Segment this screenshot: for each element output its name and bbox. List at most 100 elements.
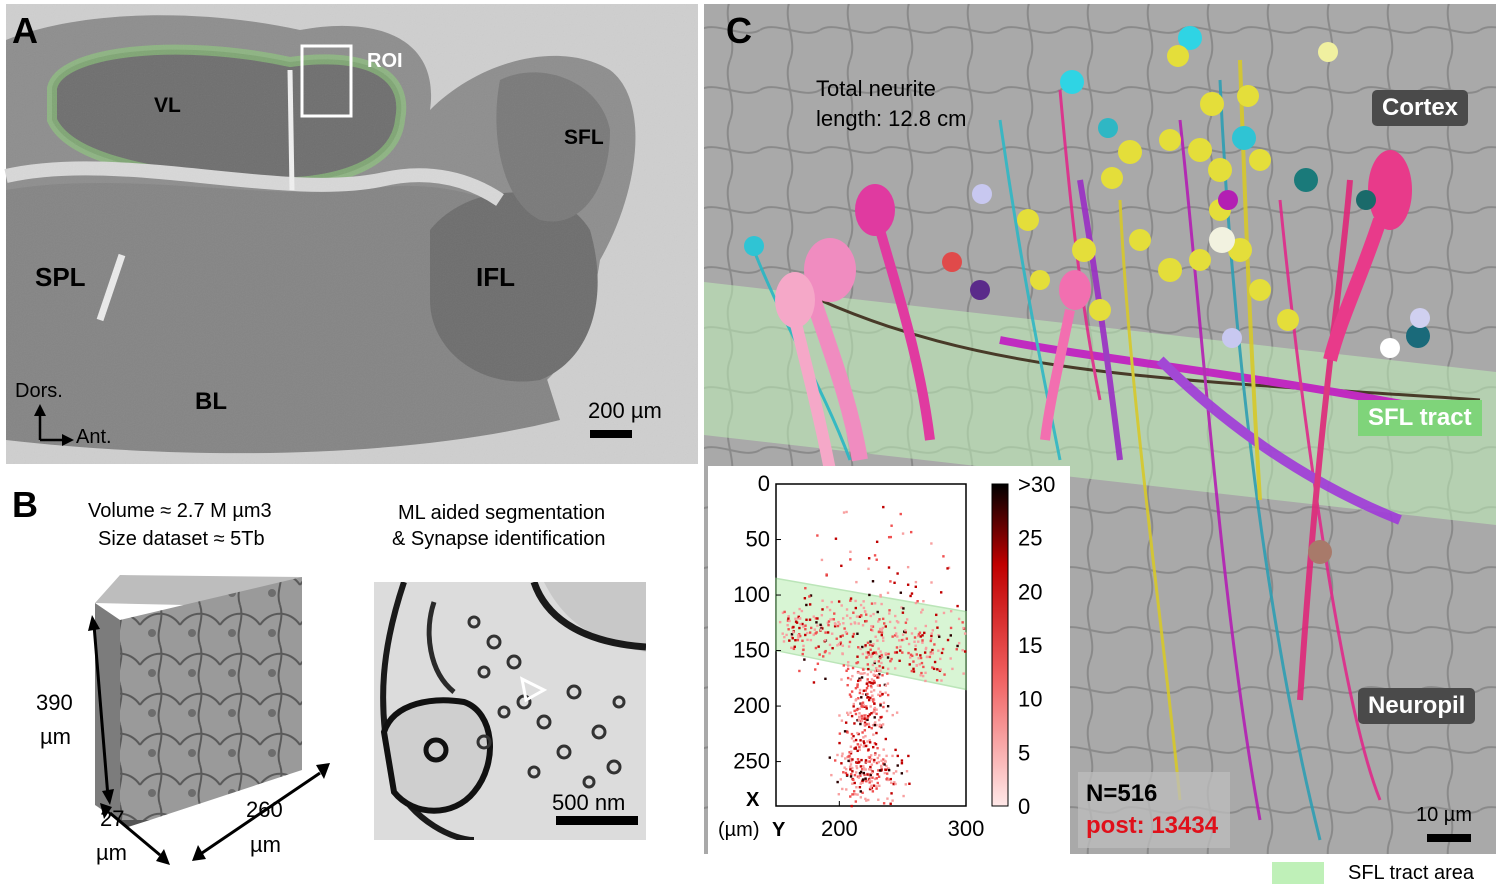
density-point [833, 612, 836, 615]
density-point [852, 611, 855, 614]
density-point [870, 625, 873, 628]
density-point [914, 580, 918, 584]
density-point [961, 621, 964, 624]
density-point [846, 667, 850, 671]
density-point [820, 558, 824, 562]
density-point [889, 535, 893, 539]
density-point [892, 782, 895, 786]
density-point [879, 593, 882, 597]
density-point [791, 637, 794, 640]
density-point [819, 628, 823, 631]
density-point [904, 783, 907, 786]
density-point [836, 624, 840, 628]
density-point [859, 765, 863, 768]
density-point [814, 617, 818, 620]
density-point [828, 652, 831, 655]
density-point [919, 654, 922, 657]
region-sfl: SFL [564, 126, 604, 149]
density-point [893, 651, 897, 654]
density-point [850, 750, 853, 753]
density-point [895, 711, 899, 714]
density-point [860, 781, 863, 784]
density-point [873, 708, 876, 711]
density-point [838, 741, 841, 745]
density-point [854, 793, 857, 796]
density-point [849, 695, 853, 698]
density-point [861, 731, 864, 734]
density-point [874, 635, 877, 638]
density-point [886, 672, 889, 675]
density-point [862, 668, 865, 671]
density-point [866, 684, 870, 688]
scale-bar-a [590, 430, 632, 438]
density-point [946, 638, 950, 642]
density-point [792, 647, 796, 651]
density-point [955, 648, 958, 651]
density-point [839, 778, 842, 781]
colorbar-tick-label: 15 [1018, 633, 1042, 658]
density-point [870, 771, 874, 775]
density-point [843, 730, 847, 733]
density-point [845, 773, 849, 777]
density-point [873, 681, 876, 684]
density-point [875, 787, 878, 790]
density-point [930, 542, 933, 545]
dim-height-value: 390 [36, 690, 73, 715]
density-point [864, 744, 868, 748]
density-point [827, 623, 830, 627]
density-point [809, 626, 813, 630]
density-point [866, 740, 869, 743]
density-point [911, 654, 914, 658]
density-point [870, 654, 874, 657]
density-point [907, 642, 911, 646]
density-point [866, 663, 870, 666]
density-point [876, 684, 880, 687]
density-point [851, 666, 855, 670]
density-point [876, 674, 879, 677]
density-point [844, 630, 848, 634]
density-point [841, 634, 844, 637]
density-point [873, 706, 877, 710]
heatmap-density-points [778, 505, 967, 808]
density-point [862, 771, 866, 775]
density-point [873, 722, 876, 725]
density-point [856, 719, 859, 722]
y-tick-label: 50 [746, 527, 770, 552]
scale-label-a: 200 µm [588, 398, 662, 423]
density-point [880, 633, 884, 637]
density-point [942, 555, 945, 558]
density-point [956, 644, 959, 648]
density-point [861, 624, 865, 627]
density-point [804, 633, 807, 637]
density-point [808, 631, 812, 634]
dim-width-value: 260 [246, 797, 283, 822]
density-point [875, 731, 878, 735]
density-point [875, 723, 878, 727]
neurite-length-line2: length: 12.8 cm [816, 106, 967, 131]
density-point [847, 759, 850, 763]
density-point [881, 626, 885, 630]
density-point [862, 745, 865, 748]
density-point [881, 723, 885, 726]
density-point [902, 607, 905, 610]
density-point [870, 757, 873, 761]
density-point [849, 616, 852, 620]
density-point [877, 660, 881, 663]
density-point [856, 632, 859, 635]
density-point [858, 691, 862, 695]
density-point [885, 764, 888, 768]
density-point [918, 663, 921, 666]
density-point [847, 713, 850, 717]
density-point [862, 689, 866, 692]
density-point [869, 705, 872, 708]
y-axis-label: Y [772, 819, 786, 841]
density-point [869, 768, 873, 771]
density-point [857, 646, 860, 649]
density-point [905, 618, 909, 621]
density-point [875, 708, 878, 711]
density-point [929, 652, 932, 655]
density-point [841, 787, 844, 791]
density-point [886, 682, 890, 685]
density-point [864, 759, 868, 762]
density-point [821, 599, 824, 602]
